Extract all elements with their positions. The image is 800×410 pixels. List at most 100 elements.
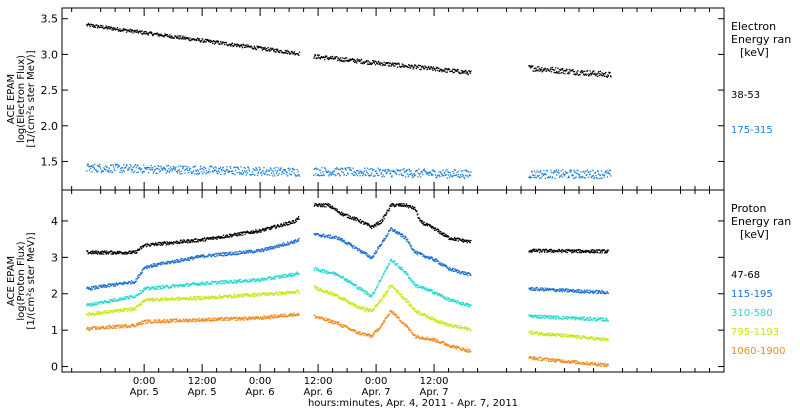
data-point (430, 172, 432, 174)
data-point (261, 277, 264, 279)
data-point (379, 244, 381, 246)
data-point (256, 45, 258, 47)
data-point (123, 170, 125, 173)
data-point (350, 243, 352, 245)
data-point (161, 263, 163, 265)
data-point (594, 319, 596, 322)
data-point (223, 169, 225, 171)
data-point (460, 302, 462, 304)
data-point (156, 167, 158, 169)
data-point (261, 47, 263, 49)
data-point (237, 232, 240, 234)
data-point (116, 26, 119, 29)
data-point (197, 170, 200, 172)
data-point (388, 210, 390, 212)
data-point (373, 62, 376, 64)
data-point (105, 25, 107, 27)
data-point (322, 205, 324, 207)
data-point (179, 259, 181, 261)
data-point (139, 292, 141, 295)
data-point (181, 285, 183, 287)
data-point (334, 168, 336, 170)
data-point (317, 233, 319, 235)
data-point (249, 281, 251, 283)
legend-entry-electron: 175-315 (731, 125, 773, 136)
data-point (166, 241, 168, 243)
data-point (160, 33, 163, 36)
data-point (143, 171, 145, 173)
data-point (538, 174, 540, 177)
data-point (555, 318, 558, 320)
data-point (457, 170, 459, 172)
data-point (159, 288, 161, 290)
data-point (264, 48, 267, 50)
data-point (462, 241, 465, 243)
data-point (178, 165, 180, 167)
data-point (424, 170, 426, 172)
data-point (151, 287, 154, 289)
data-point (358, 286, 361, 288)
data-point (252, 168, 254, 170)
data-point (135, 280, 137, 282)
data-point (138, 167, 140, 170)
data-point (530, 176, 532, 178)
data-point (462, 175, 465, 177)
data-point (222, 282, 224, 284)
data-point (362, 252, 364, 254)
data-point (400, 203, 402, 205)
data-point (392, 62, 394, 64)
data-point (324, 56, 326, 58)
data-point (261, 277, 263, 280)
data-point (196, 285, 198, 287)
data-point (544, 315, 546, 317)
data-point (169, 166, 172, 168)
data-point (465, 239, 467, 241)
data-point (109, 171, 111, 173)
data-point (440, 262, 442, 264)
data-point (328, 205, 330, 207)
data-point (378, 245, 381, 247)
data-point (400, 169, 402, 171)
data-point (86, 305, 88, 307)
data-point (207, 237, 209, 239)
data-point (248, 231, 250, 233)
data-point (579, 74, 581, 76)
data-point (294, 174, 296, 176)
data-point (404, 170, 406, 172)
data-point (530, 289, 532, 291)
data-point (553, 251, 555, 253)
data-point (439, 261, 441, 264)
data-point (465, 273, 467, 275)
data-point (579, 71, 582, 73)
data-point (113, 168, 115, 170)
data-point (218, 254, 220, 256)
data-point (555, 72, 557, 74)
data-point (338, 275, 340, 277)
data-point (557, 169, 560, 171)
data-point (245, 174, 247, 176)
data-point (588, 250, 591, 252)
data-point (437, 230, 439, 233)
data-point (249, 280, 251, 282)
data-point (545, 249, 548, 251)
data-point (289, 221, 291, 224)
data-point (544, 68, 547, 70)
data-point (358, 59, 360, 61)
data-point (319, 58, 321, 60)
data-point (316, 204, 318, 206)
data-point (354, 284, 356, 286)
data-point (451, 298, 453, 301)
data-point (467, 239, 469, 241)
data-point (330, 207, 332, 209)
data-point (589, 173, 591, 176)
data-point (282, 224, 284, 226)
data-point (177, 260, 180, 262)
data-point (374, 289, 377, 291)
legend-title-line-electron: [keV] (740, 46, 769, 59)
data-point (345, 169, 347, 171)
data-point (377, 174, 379, 176)
data-point (332, 55, 334, 58)
data-point (375, 287, 378, 289)
data-point (260, 172, 262, 174)
data-point (423, 169, 425, 171)
